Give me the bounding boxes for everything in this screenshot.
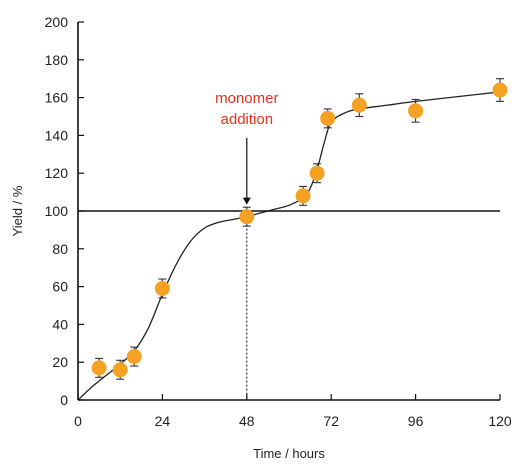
data-point-8 <box>320 108 336 129</box>
y-tick-label-200: 200 <box>45 14 69 30</box>
y-tick-label-0: 0 <box>60 392 68 408</box>
data-point-10 <box>408 98 424 123</box>
marker-11 <box>492 82 508 98</box>
x-tick-label-72: 72 <box>323 413 339 429</box>
marker-4 <box>154 280 170 296</box>
annotation-text-line1: monomer <box>215 90 278 107</box>
y-tick-label-80: 80 <box>52 241 68 257</box>
x-tick-label-24: 24 <box>155 413 171 429</box>
fit-curve <box>77 91 501 401</box>
marker-3 <box>126 349 142 365</box>
x-axis-title: Time / hours <box>253 446 325 461</box>
marker-10 <box>408 103 424 119</box>
data-points-layer <box>91 78 508 380</box>
x-tick-label-96: 96 <box>408 413 424 429</box>
data-point-3 <box>126 346 142 367</box>
x-tick-label-48: 48 <box>239 413 255 429</box>
y-tick-label-120: 120 <box>45 165 69 181</box>
marker-2 <box>112 362 128 378</box>
marker-8 <box>320 110 336 126</box>
y-tick-label-100: 100 <box>45 203 69 219</box>
y-tick-label-60: 60 <box>52 279 68 295</box>
y-tick-label-160: 160 <box>45 90 69 106</box>
data-point-7 <box>309 163 325 184</box>
annotation-text-line2: addition <box>221 111 274 128</box>
marker-7 <box>309 165 325 181</box>
annotation-arrow-head <box>242 197 251 205</box>
x-tick-label-0: 0 <box>74 413 82 429</box>
marker-6 <box>295 188 311 204</box>
y-tick-label-20: 20 <box>52 354 68 370</box>
data-point-1 <box>91 357 107 378</box>
data-point-9 <box>351 93 367 118</box>
y-tick-label-140: 140 <box>45 127 69 143</box>
data-point-11 <box>492 78 508 102</box>
marker-5 <box>239 209 255 225</box>
data-point-4 <box>154 278 170 299</box>
y-tick-label-180: 180 <box>45 52 69 68</box>
y-axis-title: Yield / % <box>10 185 25 236</box>
fit-curve-layer <box>77 91 501 401</box>
data-point-6 <box>295 185 311 206</box>
data-point-2 <box>112 359 128 380</box>
axes-layer: 0 20 40 60 80 100 120 140 160 180 200 0 24 48 72 96 120 <box>45 14 512 429</box>
data-point-5 <box>239 206 255 227</box>
reference-layer <box>78 138 500 400</box>
y-tick-label-40: 40 <box>52 316 68 332</box>
marker-1 <box>91 360 107 376</box>
marker-9 <box>351 97 367 113</box>
x-tick-label-120: 120 <box>488 413 512 429</box>
